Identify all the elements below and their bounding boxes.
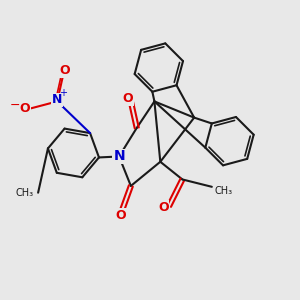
Text: O: O [59, 64, 70, 77]
Text: O: O [123, 92, 133, 105]
Text: +: + [59, 88, 67, 98]
Text: CH₃: CH₃ [16, 188, 34, 198]
Text: O: O [115, 209, 126, 222]
Text: O: O [20, 102, 30, 115]
Text: N: N [113, 149, 125, 164]
Text: O: O [158, 201, 169, 214]
Text: −: − [10, 99, 20, 112]
Text: CH₃: CH₃ [214, 186, 232, 196]
Text: N: N [52, 93, 62, 106]
